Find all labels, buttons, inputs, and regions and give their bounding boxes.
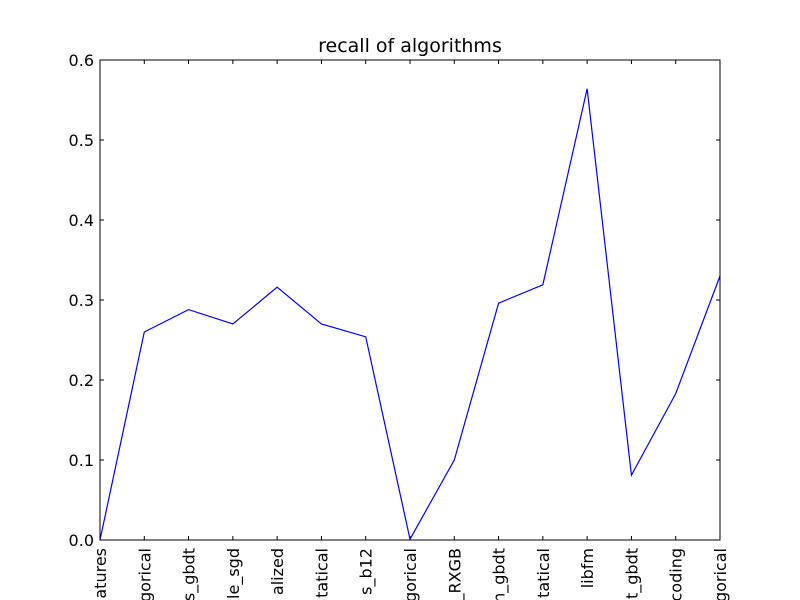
x-tick-label: alized — [268, 548, 287, 595]
series-line-0 — [99, 88, 721, 541]
chart-title: recall of algorithms — [318, 35, 502, 57]
x-tick-label: le_sgd — [224, 548, 244, 599]
x-tick-label: _RXGB — [445, 548, 465, 600]
series-lines — [99, 88, 721, 541]
x-axis-ticks: atures gorical s_gbdt le_sgd alized tatical s_… — [91, 60, 730, 600]
plot-frame — [99, 59, 721, 541]
x-tick-label: gorical — [711, 548, 730, 600]
y-tick-label: 0.2 — [69, 371, 94, 390]
x-tick-label: s_gbdt — [180, 548, 200, 600]
y-tick-label: 0.0 — [69, 531, 94, 550]
y-tick-label: 0.3 — [69, 291, 94, 310]
x-tick-label: atures — [91, 548, 110, 599]
x-tick-label: tatical — [312, 548, 331, 598]
x-tick-label: n_gbdt — [490, 548, 510, 600]
x-tick-label: coding — [667, 548, 686, 600]
x-tick-label: gorical — [401, 548, 420, 600]
y-tick-label: 0.4 — [69, 211, 94, 230]
x-tick-label: tatical — [534, 548, 553, 598]
x-tick-label: libfm — [578, 548, 597, 588]
plot-background — [100, 60, 720, 540]
x-tick-label: gorical — [135, 548, 154, 600]
x-tick-label: t_gbdt — [622, 548, 642, 599]
y-tick-label: 0.1 — [69, 451, 94, 470]
y-tick-label: 0.5 — [69, 131, 94, 150]
x-tick-label: s_b12 — [357, 548, 377, 595]
y-tick-label: 0.6 — [69, 51, 94, 70]
